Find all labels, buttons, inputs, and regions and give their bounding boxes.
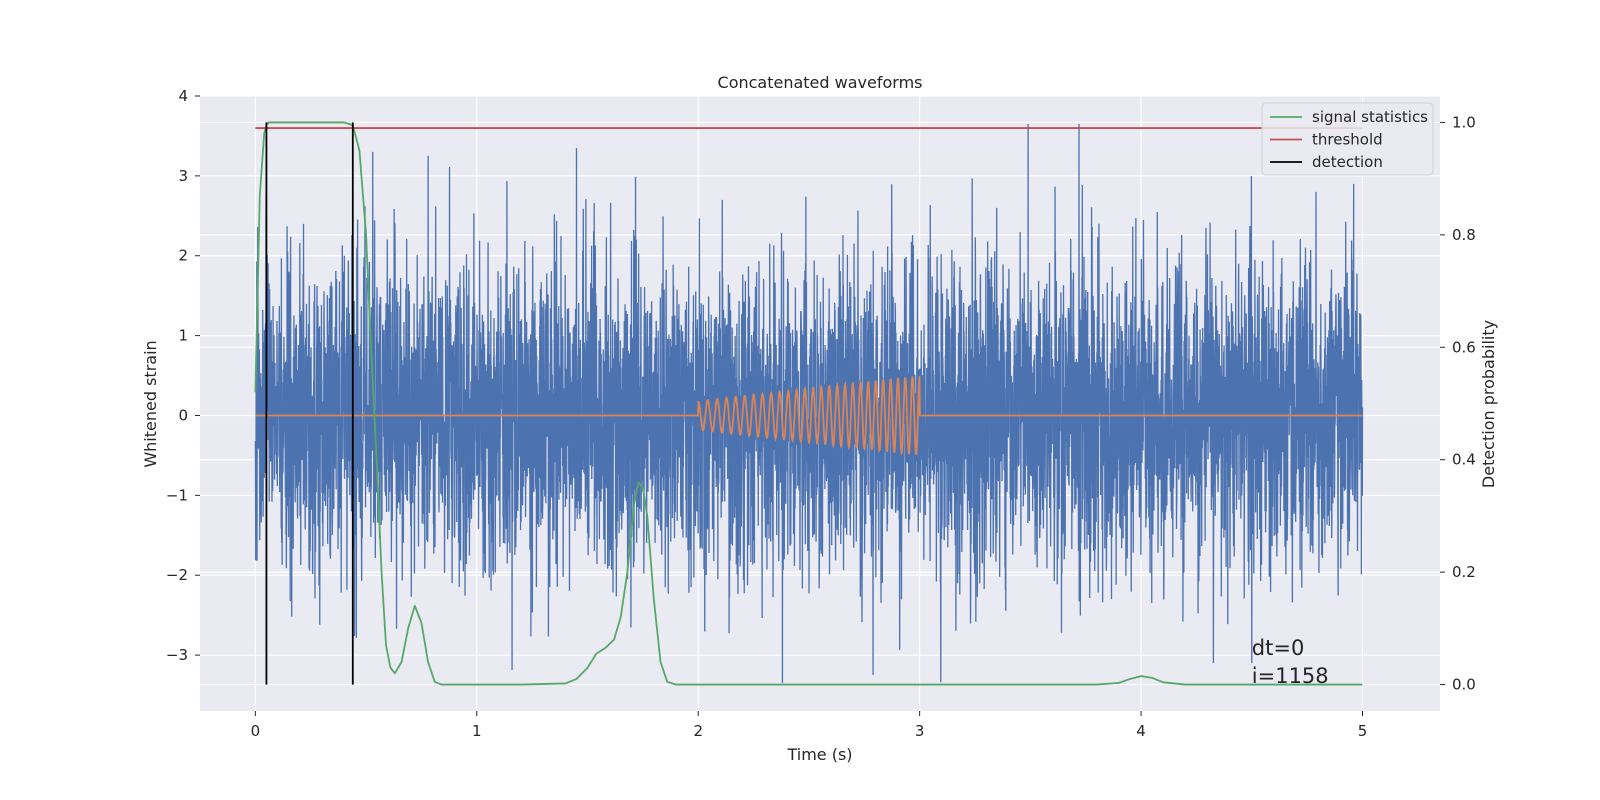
y-tick-label-3: 0 xyxy=(178,406,188,424)
annotation-line-0: dt=0 xyxy=(1252,636,1305,660)
y2-tick-label-2: 0.4 xyxy=(1452,451,1476,469)
y-tick-label-1: −2 xyxy=(166,566,188,584)
y2-tick-label-1: 0.2 xyxy=(1452,563,1476,581)
x-tick-label-1: 1 xyxy=(472,722,482,740)
y-tick-label-6: 3 xyxy=(178,167,188,185)
x-axis-label: Time (s) xyxy=(786,745,852,764)
x-tick-label-0: 0 xyxy=(251,722,261,740)
y2-axis-label: Detection probability xyxy=(1479,320,1498,488)
legend-label-0: signal statistics xyxy=(1312,108,1428,126)
y-tick-label-0: −3 xyxy=(166,646,188,664)
y-tick-label-2: −1 xyxy=(166,486,188,504)
legend-label-1: threshold xyxy=(1312,131,1383,149)
y2-tick-label-3: 0.6 xyxy=(1452,338,1476,356)
annotation-line-1: i=1158 xyxy=(1252,664,1329,688)
series-chirp-line xyxy=(255,376,1363,456)
series-signal-statistics-line xyxy=(254,121,1363,686)
legend-box xyxy=(1261,102,1434,176)
ticks: 0 1 2 3 4 5 −3 −2 −1 0 1 2 3 4 0.0 0.2 0.4 0.6 0.8 1.0 xyxy=(166,87,1476,740)
y-axis-label: Whitened strain xyxy=(141,340,160,467)
chart-title: Concatenated waveforms xyxy=(718,73,923,92)
plot-area xyxy=(254,121,1364,686)
y-tick-label-7: 4 xyxy=(178,87,188,105)
annotation: dt=0 i=1158 xyxy=(1252,636,1329,688)
series-noise-line xyxy=(254,123,1364,684)
y-tick-label-5: 2 xyxy=(178,247,188,265)
y2-tick-label-4: 0.8 xyxy=(1452,226,1476,244)
x-tick-label-4: 4 xyxy=(1136,722,1146,740)
legend: signal statistics threshold detection xyxy=(1261,102,1434,176)
x-tick-label-2: 2 xyxy=(693,722,703,740)
y2-tick-label-0: 0.0 xyxy=(1452,676,1476,694)
x-tick-label-5: 5 xyxy=(1358,722,1368,740)
y-tick-label-4: 1 xyxy=(178,327,188,345)
y2-tick-label-5: 1.0 xyxy=(1452,113,1476,131)
legend-label-2: detection xyxy=(1312,153,1383,171)
x-tick-label-3: 3 xyxy=(915,722,925,740)
